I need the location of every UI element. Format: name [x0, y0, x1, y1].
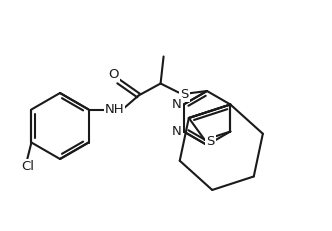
- Text: N: N: [172, 125, 182, 138]
- Text: O: O: [108, 68, 119, 81]
- Text: Cl: Cl: [21, 160, 34, 173]
- Text: NH: NH: [105, 103, 124, 116]
- Text: S: S: [207, 135, 215, 148]
- Text: N: N: [172, 98, 182, 111]
- Text: S: S: [180, 88, 189, 101]
